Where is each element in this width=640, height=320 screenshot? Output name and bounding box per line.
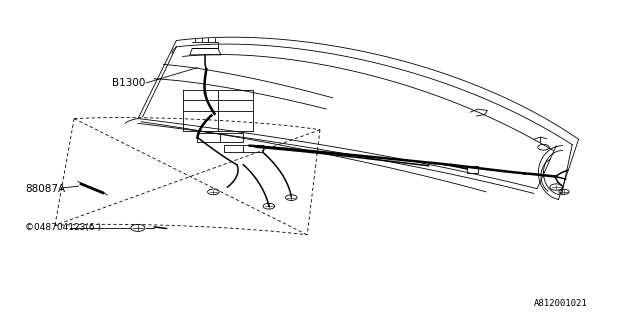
Text: 88087A: 88087A xyxy=(25,184,65,194)
Text: ©048704123(6 ): ©048704123(6 ) xyxy=(25,223,101,232)
Text: B1300: B1300 xyxy=(113,78,146,88)
Text: A812001021: A812001021 xyxy=(534,299,588,308)
